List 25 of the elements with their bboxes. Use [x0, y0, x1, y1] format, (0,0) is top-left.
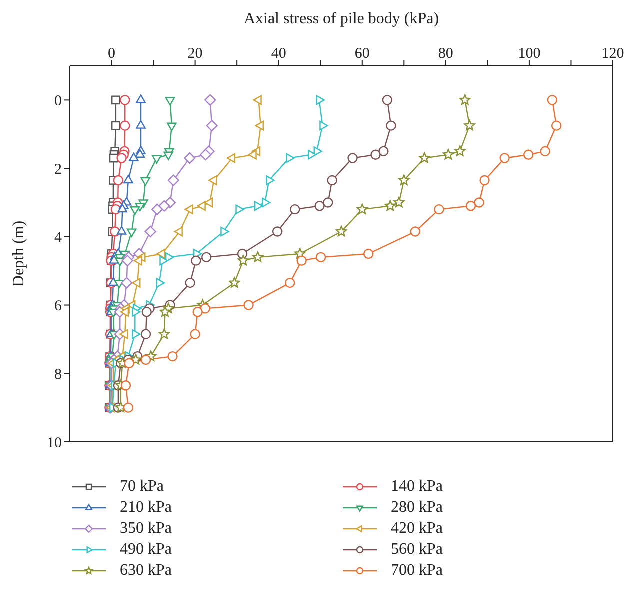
y-axis-title: Depth (m)	[10, 220, 28, 288]
x-tick-label: 80	[438, 46, 454, 62]
legend-label: 70 kPa	[120, 478, 164, 496]
y-tick-label: 6	[54, 298, 62, 315]
x-tick-label: 0	[108, 46, 116, 62]
x-axis-title: Axial stress of pile body (kPa)	[244, 10, 440, 28]
legend-label: 700 kPa	[391, 562, 443, 580]
y-tick-label: 10	[47, 435, 62, 452]
legend-label: 630 kPa	[120, 562, 172, 580]
legend-label: 280 kPa	[391, 498, 443, 516]
y-tick-label: 8	[54, 366, 62, 383]
y-tick-label: 2	[54, 162, 62, 178]
x-tick-label: 60	[354, 46, 370, 62]
x-tick-label: 120	[602, 46, 624, 62]
x-tick-label: 100	[518, 46, 541, 62]
legend-label: 420 kPa	[391, 520, 443, 538]
legend-label: 140 kPa	[391, 478, 443, 496]
x-tick-label: 20	[188, 46, 203, 62]
y-tick-label: 0	[54, 94, 62, 110]
legend-label: 560 kPa	[391, 540, 443, 558]
legend-label: 210 kPa	[120, 498, 172, 516]
legend-label: 350 kPa	[120, 520, 172, 538]
legend-label: 490 kPa	[120, 540, 172, 558]
y-tick-label: 4	[54, 230, 62, 246]
x-tick-label: 40	[271, 46, 286, 62]
